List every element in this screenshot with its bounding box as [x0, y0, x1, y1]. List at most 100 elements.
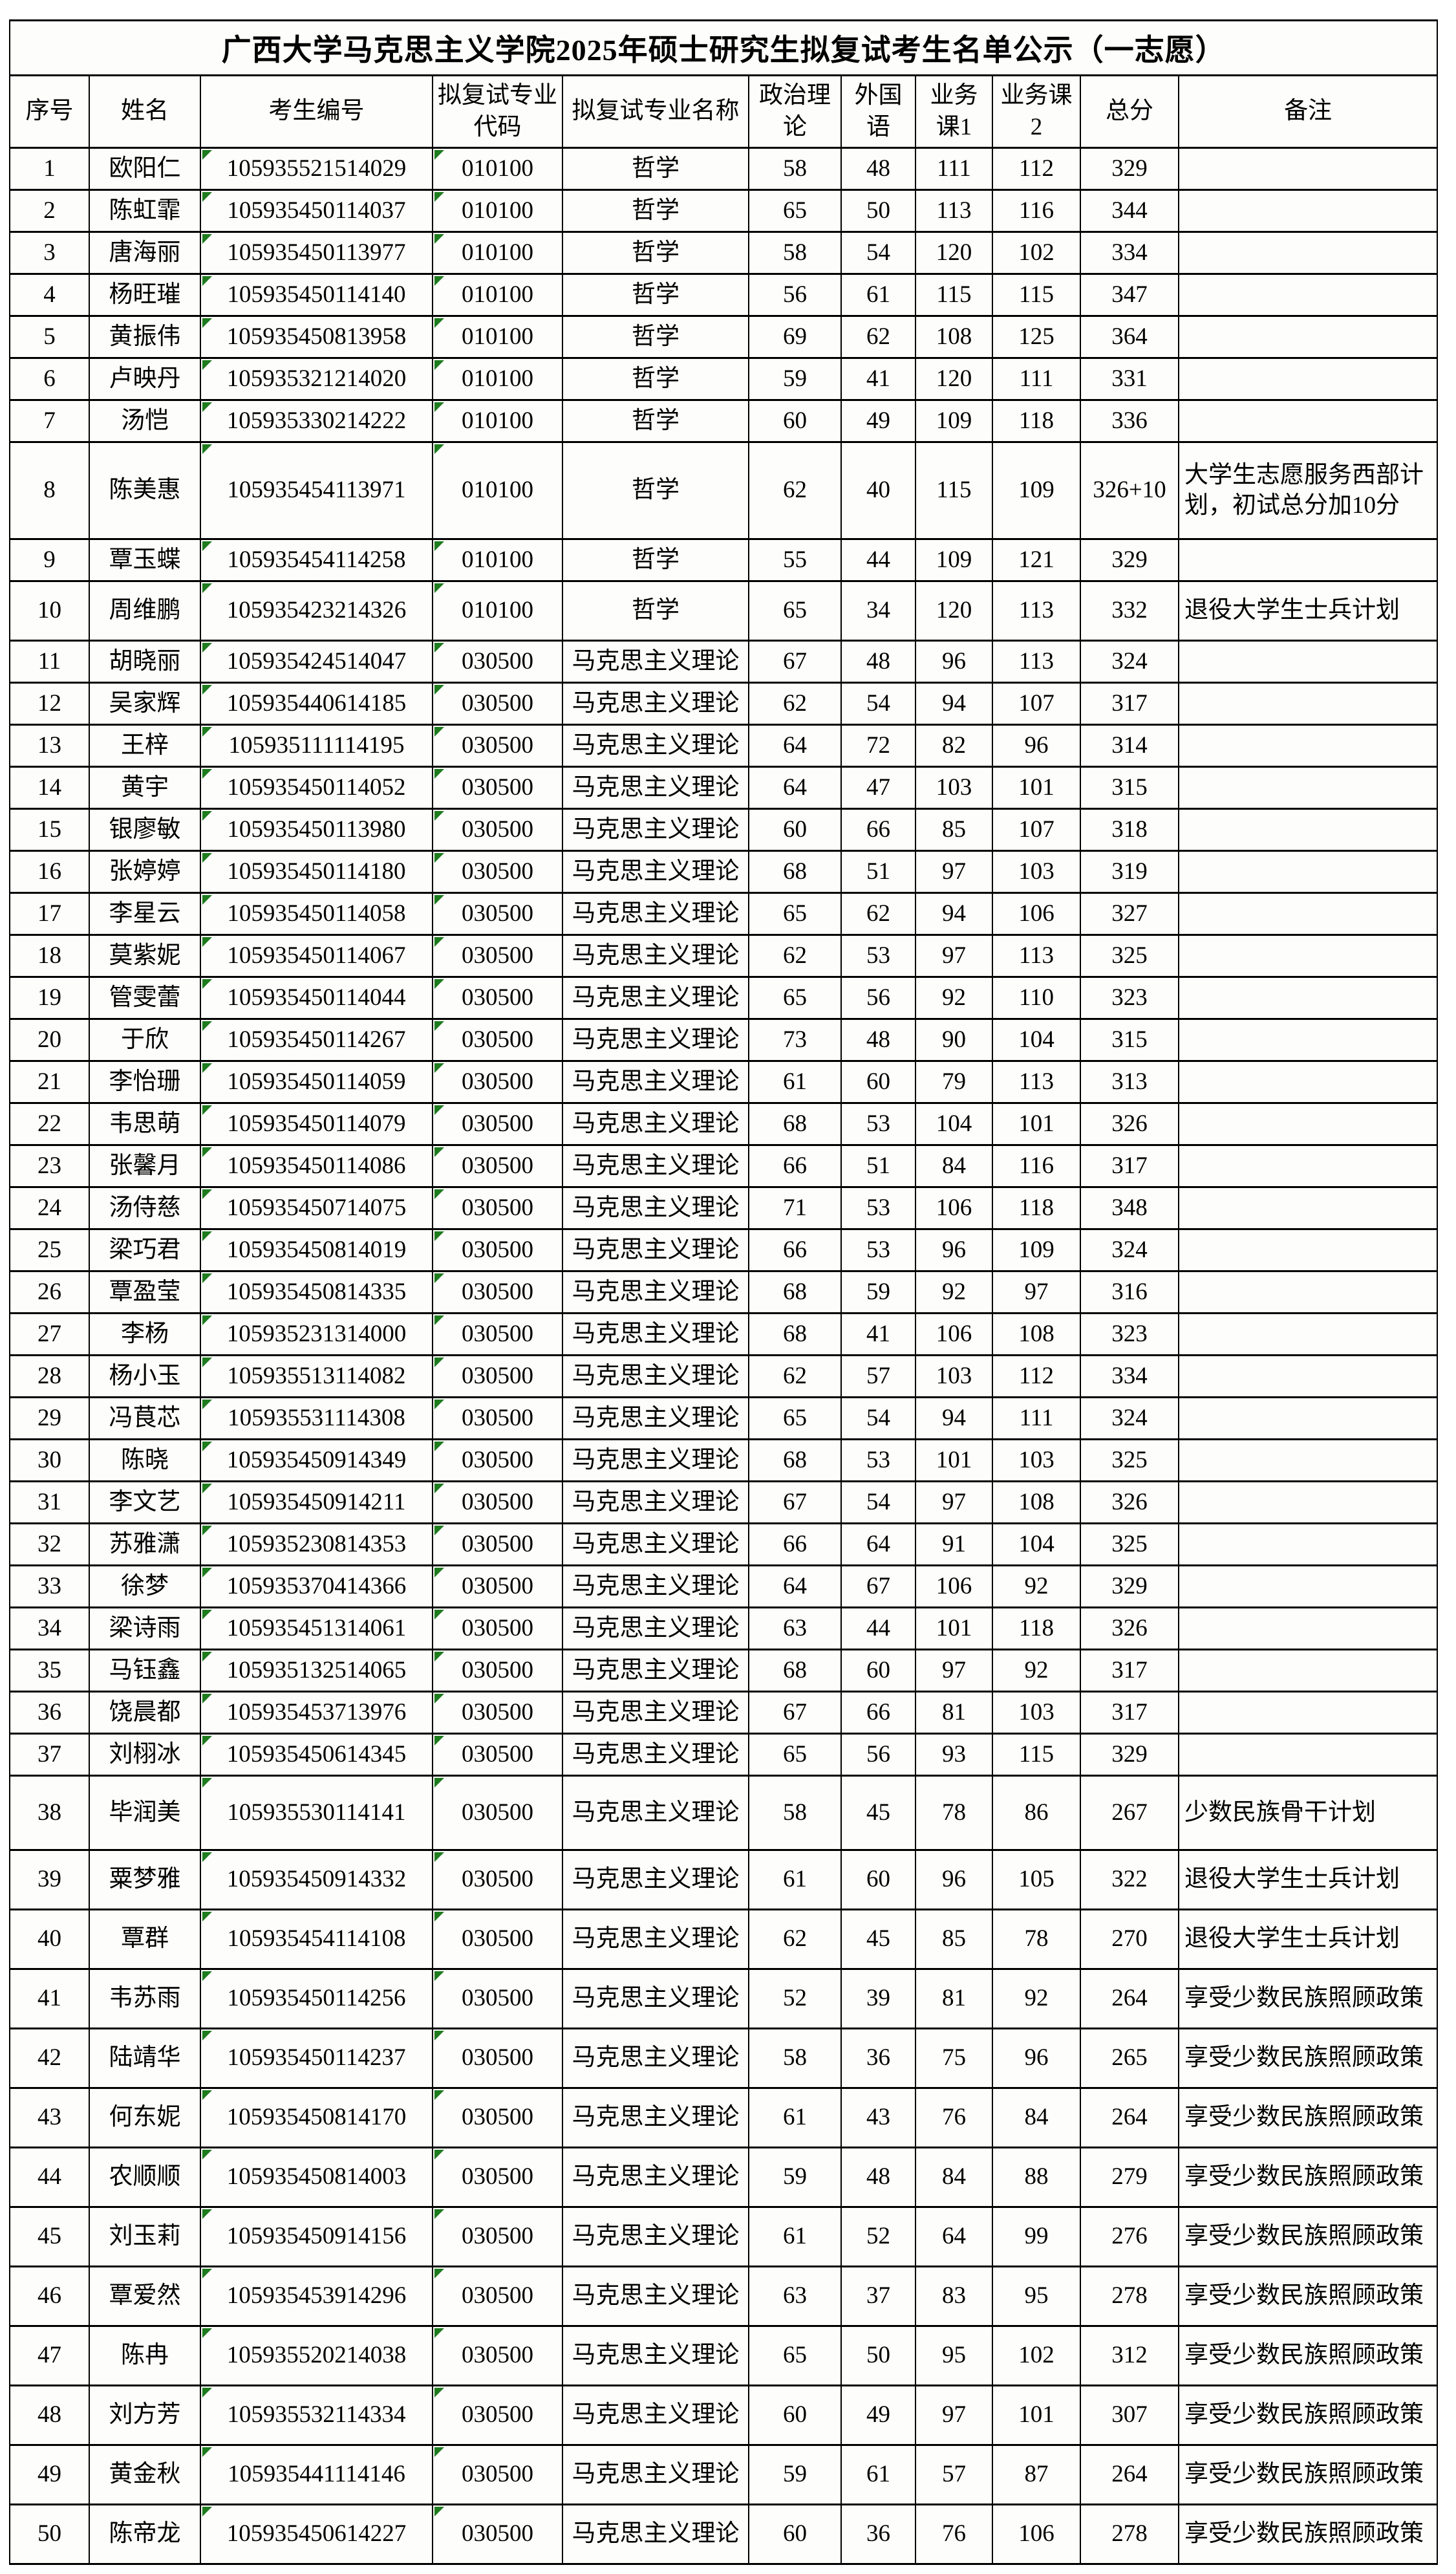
cell-politics-score: 62: [748, 934, 842, 978]
cell-remark: [1177, 1144, 1439, 1188]
text-format-flag-icon: [202, 2447, 212, 2457]
cell-foreign-lang-score: 49: [840, 2385, 916, 2446]
col-header-politics: 政治理论: [748, 74, 842, 149]
text-format-flag-icon: [202, 2328, 212, 2338]
table-row: 11 胡晓丽 105935424514047 030500 马克思主义理论 67…: [9, 640, 1439, 684]
cell-foreign-lang-score: 45: [840, 1775, 916, 1851]
cell-major-name: 马克思主义理论: [562, 1968, 749, 2029]
cell-remark: [1177, 1522, 1439, 1566]
cell-major-name: 马克思主义理论: [562, 2504, 749, 2565]
cell-course2-score: 105: [992, 1849, 1081, 1910]
cell-total-score: 264: [1080, 2087, 1179, 2148]
cell-seq: 17: [9, 892, 90, 936]
cell-remark: [1177, 315, 1439, 359]
cell-major-code: 030500: [432, 682, 563, 726]
cell-course2-score: 108: [992, 1480, 1081, 1524]
text-format-flag-icon: [202, 1610, 212, 1619]
cell-course1-score: 97: [915, 2385, 993, 2446]
text-format-flag-icon: [202, 1852, 212, 1862]
cell-foreign-lang-score: 36: [840, 2504, 916, 2565]
table-row: 31 李文艺 105935450914211 030500 马克思主义理论 67…: [9, 1480, 1439, 1524]
col-header-major-name: 拟复试专业名称: [562, 74, 749, 149]
cell-total-score: 278: [1080, 2504, 1179, 2565]
cell-politics-score: 68: [748, 1649, 842, 1693]
cell-remark: [1177, 1438, 1439, 1482]
cell-foreign-lang-score: 53: [840, 1186, 916, 1230]
table-row: 36 饶晨都 105935453713976 030500 马克思主义理论 67…: [9, 1691, 1439, 1735]
cell-foreign-lang-score: 72: [840, 724, 916, 768]
table-row: 18 莫紫妮 105935450114067 030500 马克思主义理论 62…: [9, 934, 1439, 978]
text-format-flag-icon: [434, 583, 444, 593]
cell-politics-score: 62: [748, 441, 842, 540]
cell-candidate-no: 105935450814003: [200, 2147, 433, 2208]
cell-major-name: 哲学: [562, 147, 749, 191]
cell-foreign-lang-score: 60: [840, 1649, 916, 1693]
text-format-flag-icon: [434, 2328, 444, 2338]
cell-major-name: 哲学: [562, 231, 749, 275]
cell-total-score: 325: [1080, 1522, 1179, 1566]
text-format-flag-icon: [202, 727, 212, 737]
cell-course2-score: 109: [992, 441, 1081, 540]
text-format-flag-icon: [434, 895, 444, 905]
cell-major-code: 010100: [432, 399, 563, 443]
cell-total-score: 279: [1080, 2147, 1179, 2208]
cell-foreign-lang-score: 51: [840, 1144, 916, 1188]
cell-course2-score: 86: [992, 1775, 1081, 1851]
cell-total-score: 325: [1080, 1438, 1179, 1482]
cell-politics-score: 58: [748, 1775, 842, 1851]
cell-total-score: 331: [1080, 357, 1179, 401]
cell-name: 马钰鑫: [89, 1649, 201, 1693]
cell-major-name: 马克思主义理论: [562, 682, 749, 726]
text-format-flag-icon: [434, 2388, 444, 2397]
cell-remark: [1177, 724, 1439, 768]
cell-remark: [1177, 1186, 1439, 1230]
table-row: 38 毕润美 105935530114141 030500 马克思主义理论 58…: [9, 1775, 1439, 1851]
cell-candidate-no: 105935450814019: [200, 1228, 433, 1272]
cell-name: 黄振伟: [89, 315, 201, 359]
cell-course2-score: 113: [992, 640, 1081, 684]
cell-foreign-lang-score: 44: [840, 1606, 916, 1650]
table-row: 16 张婷婷 105935450114180 030500 马克思主义理论 68…: [9, 850, 1439, 894]
text-format-flag-icon: [202, 2031, 212, 2040]
cell-remark: 享受少数民族照顾政策: [1177, 2504, 1439, 2565]
cell-major-name: 马克思主义理论: [562, 1270, 749, 1314]
cell-foreign-lang-score: 66: [840, 1691, 916, 1735]
cell-major-code: 030500: [432, 1396, 563, 1440]
cell-candidate-no: 105935330214222: [200, 399, 433, 443]
cell-candidate-no: 105935450113977: [200, 231, 433, 275]
cell-seq: 32: [9, 1522, 90, 1566]
text-format-flag-icon: [434, 1694, 444, 1703]
cell-foreign-lang-score: 47: [840, 766, 916, 810]
cell-course2-score: 106: [992, 892, 1081, 936]
cell-candidate-no: 105935531114308: [200, 1396, 433, 1440]
cell-foreign-lang-score: 50: [840, 189, 916, 233]
cell-major-code: 030500: [432, 1438, 563, 1482]
cell-major-name: 哲学: [562, 538, 749, 582]
cell-politics-score: 63: [748, 2266, 842, 2327]
cell-major-code: 030500: [432, 850, 563, 894]
text-format-flag-icon: [434, 1063, 444, 1073]
cell-course1-score: 79: [915, 1060, 993, 1104]
cell-politics-score: 73: [748, 1018, 842, 1062]
table-row: 10 周维鹏 105935423214326 010100 哲学 65 34 1…: [9, 580, 1439, 642]
cell-remark: 享受少数民族照顾政策: [1177, 2266, 1439, 2327]
cell-course1-score: 75: [915, 2028, 993, 2089]
cell-major-name: 马克思主义理论: [562, 2028, 749, 2089]
cell-major-code: 030500: [432, 1733, 563, 1777]
cell-foreign-lang-score: 49: [840, 399, 916, 443]
cell-course2-score: 84: [992, 2087, 1081, 2148]
table-row: 43 何东妮 105935450814170 030500 马克思主义理论 61…: [9, 2087, 1439, 2148]
cell-seq: 35: [9, 1649, 90, 1693]
cell-major-name: 马克思主义理论: [562, 976, 749, 1020]
cell-name: 汤侍慈: [89, 1186, 201, 1230]
cell-major-code: 010100: [432, 189, 563, 233]
cell-major-code: 010100: [432, 147, 563, 191]
cell-foreign-lang-score: 34: [840, 580, 916, 642]
text-format-flag-icon: [202, 1694, 212, 1703]
cell-foreign-lang-score: 56: [840, 1733, 916, 1777]
cell-seq: 46: [9, 2266, 90, 2327]
cell-candidate-no: 105935450114256: [200, 1968, 433, 2029]
cell-foreign-lang-score: 54: [840, 1396, 916, 1440]
cell-major-code: 010100: [432, 441, 563, 540]
cell-seq: 11: [9, 640, 90, 684]
